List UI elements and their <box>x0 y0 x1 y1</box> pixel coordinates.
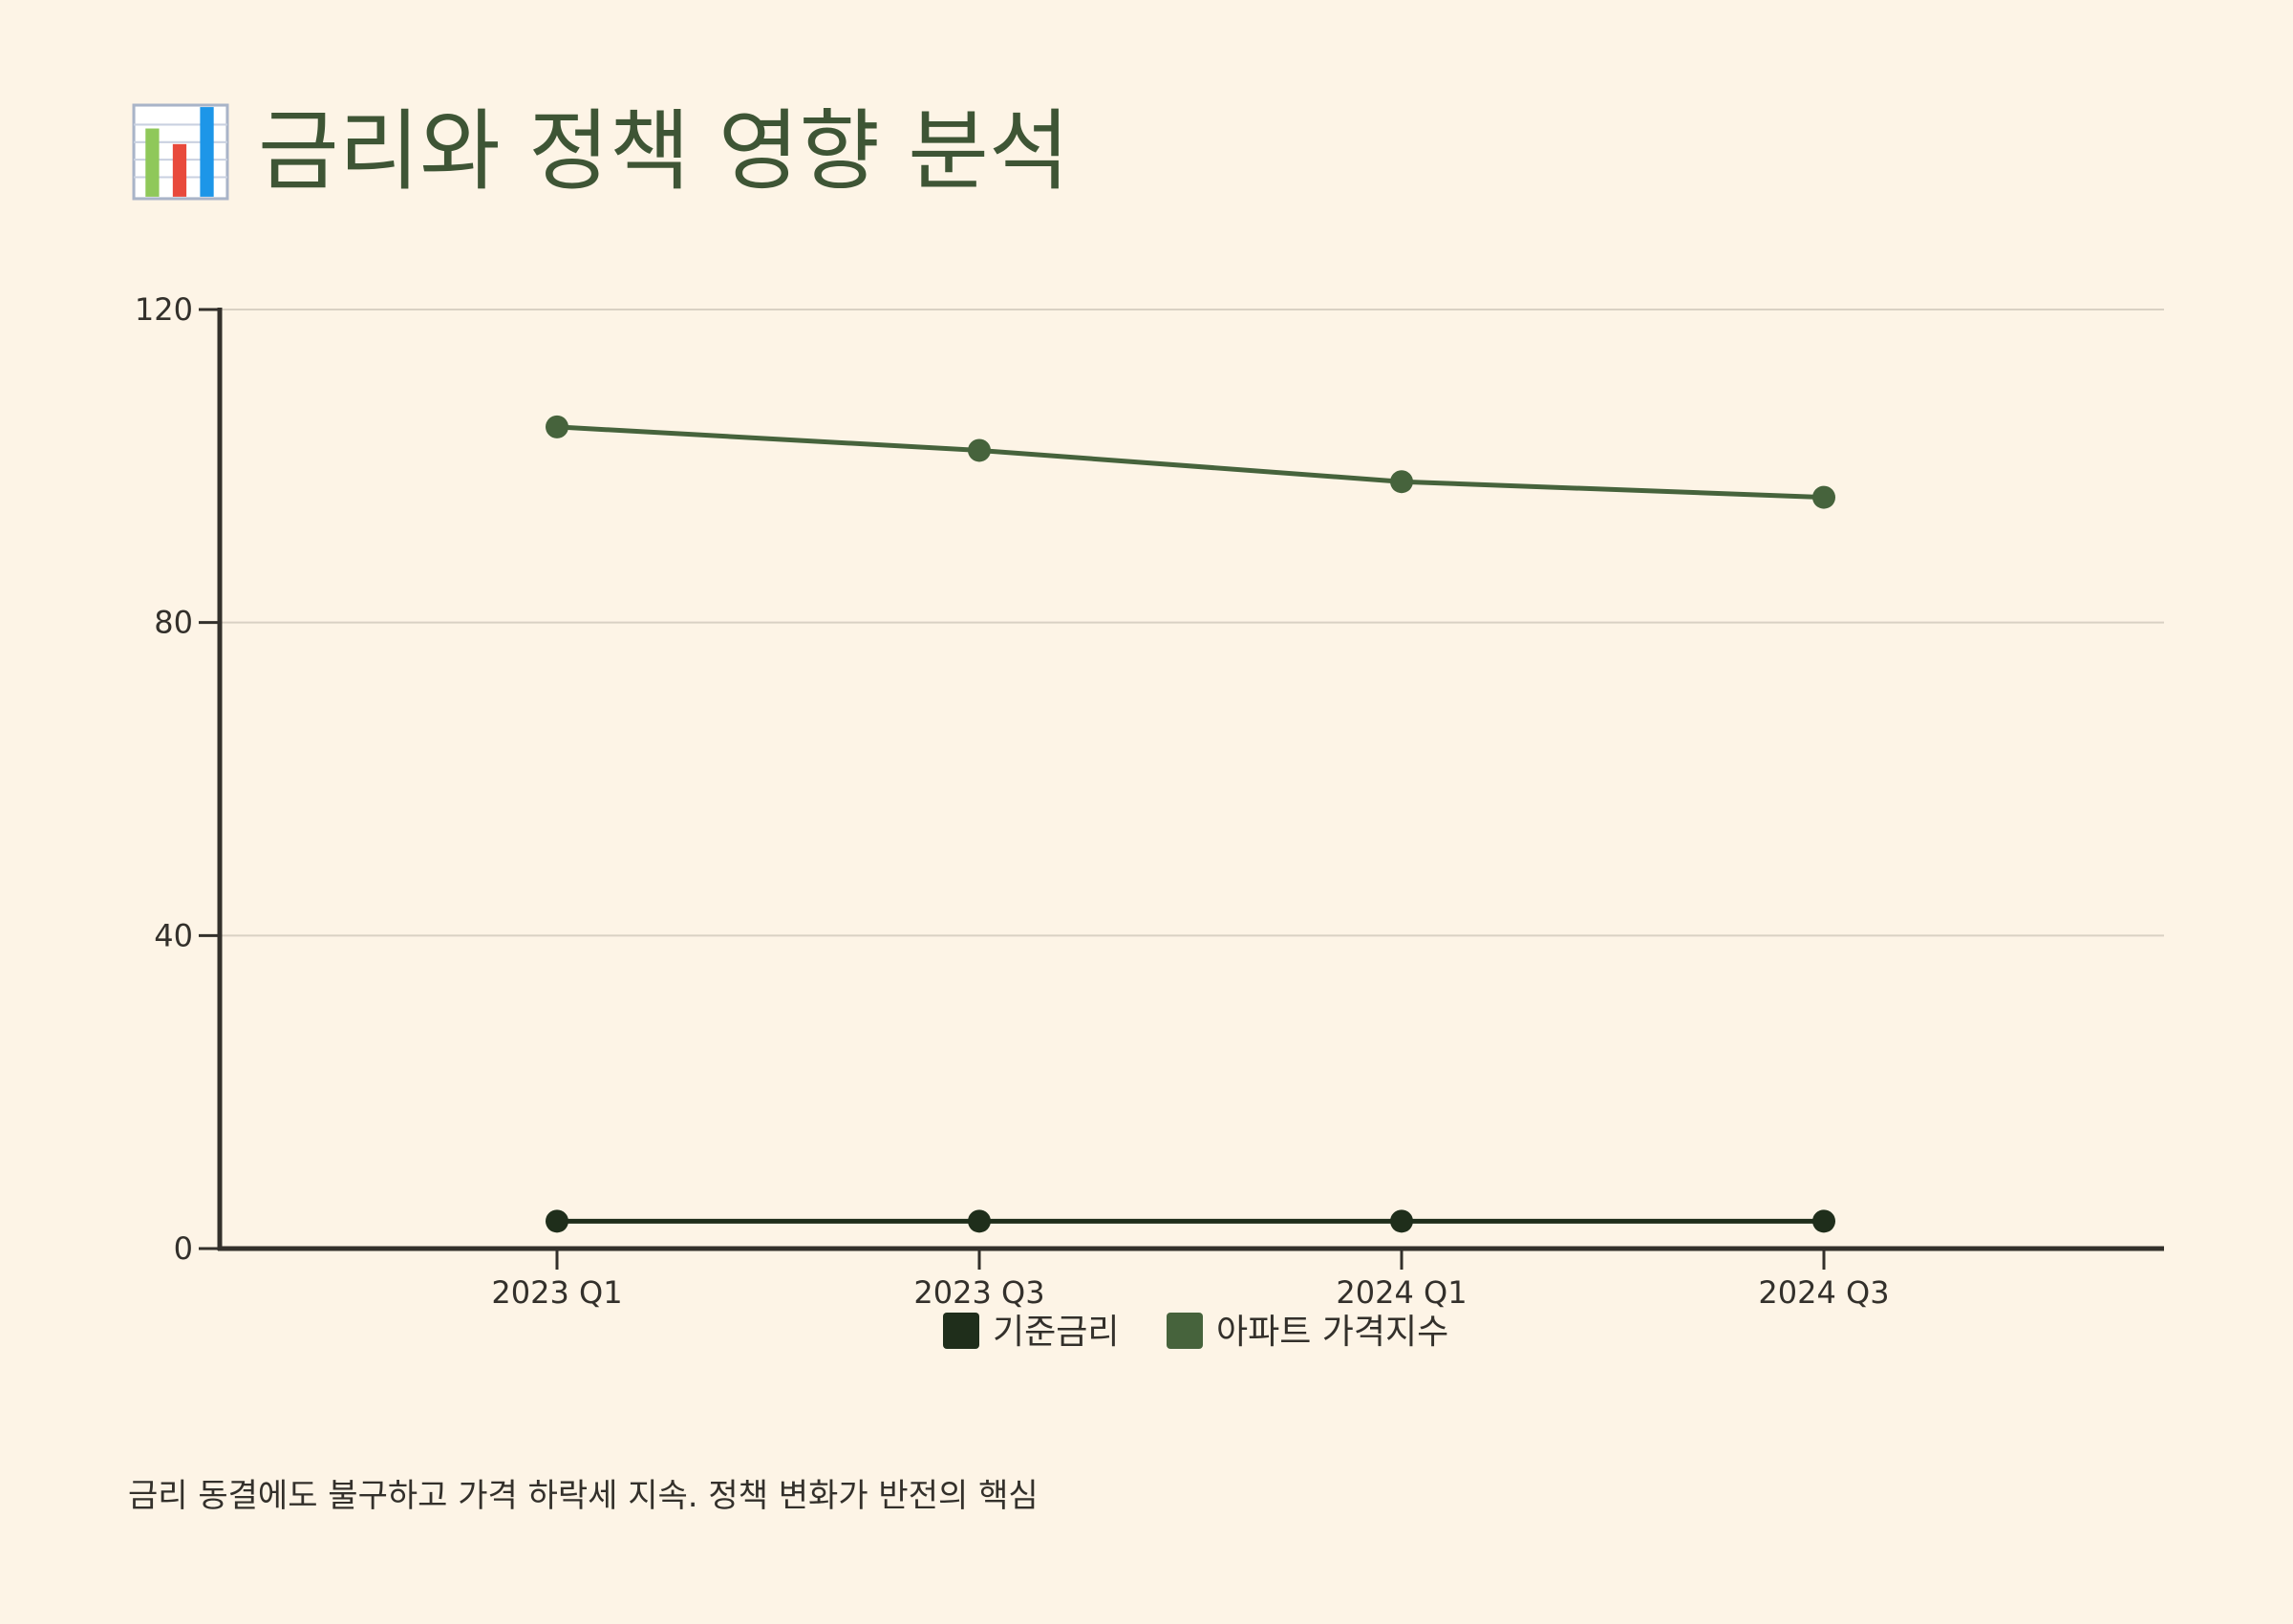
x-tick-label: 2023 Q1 <box>491 1274 622 1311</box>
data-point <box>1390 470 1413 494</box>
series-line-1 <box>556 424 1825 501</box>
data-point <box>968 1209 991 1233</box>
data-point <box>968 438 991 462</box>
y-tick-label: 40 <box>154 917 193 953</box>
data-point <box>1812 485 1835 509</box>
bar-chart-icon <box>132 103 229 201</box>
tick-labels: 0 40 80 120 2023 Q1 2023 Q3 2024 Q1 2024 Q3 <box>135 291 1890 1311</box>
data-point <box>1390 1209 1413 1233</box>
legend-label: 기준금리 <box>993 1313 1119 1352</box>
x-tick-label: 2024 Q1 <box>1336 1274 1467 1311</box>
axes <box>199 308 2164 1270</box>
legend-label: 아파트 가격지수 <box>1216 1313 1448 1352</box>
page-title: 금리와 정책 영향 분석 <box>258 100 1070 203</box>
line-chart: 0 40 80 120 2023 Q1 2023 Q3 2024 Q1 2024 Q3 기준금… <box>135 291 2164 1352</box>
legend-swatch <box>943 1313 979 1349</box>
title-row: 금리와 정책 영향 분석 <box>132 99 1070 204</box>
series <box>546 415 1835 1233</box>
chart-caption: 금리 동결에도 불구하고 가격 하락세 지속. 정책 변화가 반전의 핵심 <box>128 1477 1039 1515</box>
x-tick-label: 2024 Q3 <box>1758 1274 1889 1311</box>
data-point <box>546 1209 568 1233</box>
x-tick-label: 2023 Q3 <box>913 1274 1044 1311</box>
data-point <box>546 415 568 438</box>
y-tick-label: 0 <box>174 1230 193 1267</box>
y-tick-label: 120 <box>135 291 193 328</box>
legend: 기준금리 아파트 가격지수 <box>943 1313 1448 1352</box>
data-point <box>1812 1209 1835 1233</box>
grid-lines <box>220 309 2164 937</box>
y-tick-label: 80 <box>154 605 193 641</box>
legend-swatch <box>1167 1313 1203 1349</box>
